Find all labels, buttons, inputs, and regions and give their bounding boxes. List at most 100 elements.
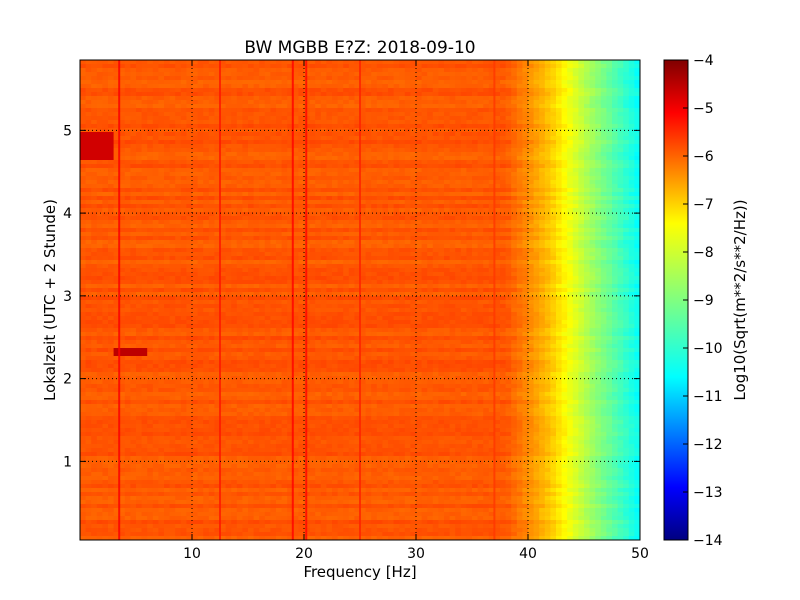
heatmap-cell bbox=[500, 108, 507, 113]
heatmap-cell bbox=[578, 116, 585, 121]
heatmap-cell bbox=[180, 192, 187, 197]
heatmap-cell bbox=[326, 200, 333, 205]
heatmap-cell bbox=[522, 148, 529, 153]
heatmap-cell bbox=[332, 68, 339, 73]
heatmap-cell bbox=[584, 244, 591, 249]
heatmap-cell bbox=[628, 136, 635, 141]
heatmap-cell bbox=[264, 160, 271, 165]
heatmap-cell bbox=[332, 124, 339, 129]
heatmap-cell bbox=[371, 60, 378, 65]
heatmap-cell bbox=[192, 72, 199, 77]
heatmap-cell bbox=[365, 120, 372, 125]
heatmap-cell bbox=[416, 144, 423, 149]
heatmap-cell bbox=[242, 176, 249, 181]
heatmap-cell bbox=[175, 196, 182, 201]
heatmap-cell bbox=[488, 132, 495, 137]
heatmap-cell bbox=[376, 212, 383, 217]
heatmap-cell bbox=[175, 184, 182, 189]
heatmap-cell bbox=[108, 88, 115, 93]
heatmap-cell bbox=[466, 196, 473, 201]
heatmap-cell bbox=[186, 196, 193, 201]
heatmap-cell bbox=[152, 100, 159, 105]
heatmap-cell bbox=[365, 132, 372, 137]
heatmap-cell bbox=[130, 232, 137, 237]
heatmap-cell bbox=[505, 160, 512, 165]
heatmap-cell bbox=[533, 164, 540, 169]
heatmap-cell bbox=[102, 132, 109, 137]
heatmap-cell bbox=[354, 76, 361, 81]
heatmap-cell bbox=[91, 180, 98, 185]
heatmap-cell bbox=[136, 196, 143, 201]
heatmap-cell bbox=[197, 120, 204, 125]
heatmap-cell bbox=[236, 244, 243, 249]
heatmap-cell bbox=[483, 144, 490, 149]
heatmap-cell bbox=[522, 204, 529, 209]
heatmap-cell bbox=[85, 124, 92, 129]
heatmap-cell bbox=[522, 212, 529, 217]
heatmap-cell bbox=[259, 156, 266, 161]
heatmap-cell bbox=[124, 136, 131, 141]
heatmap-cell bbox=[376, 240, 383, 245]
heatmap-cell bbox=[612, 220, 619, 225]
heatmap-cell bbox=[96, 92, 103, 97]
heatmap-cell bbox=[511, 252, 518, 257]
heatmap-cell bbox=[136, 240, 143, 245]
heatmap-cell bbox=[225, 76, 232, 81]
heatmap-cell bbox=[432, 176, 439, 181]
heatmap-cell bbox=[91, 124, 98, 129]
heatmap-cell bbox=[623, 204, 630, 209]
heatmap-cell bbox=[606, 84, 613, 89]
heatmap-cell bbox=[516, 196, 523, 201]
heatmap-cell bbox=[197, 204, 204, 209]
heatmap-cell bbox=[287, 248, 294, 253]
heatmap-cell bbox=[455, 68, 462, 73]
heatmap-cell bbox=[175, 128, 182, 133]
heatmap-cell bbox=[556, 156, 563, 161]
heatmap-cell bbox=[124, 100, 131, 105]
heatmap-cell bbox=[141, 60, 148, 65]
heatmap-cell bbox=[220, 200, 227, 205]
heatmap-cell bbox=[606, 144, 613, 149]
heatmap-cell bbox=[421, 72, 428, 77]
heatmap-cell bbox=[432, 104, 439, 109]
heatmap-cell bbox=[287, 88, 294, 93]
heatmap-cell bbox=[141, 232, 148, 237]
heatmap-cell bbox=[348, 68, 355, 73]
heatmap-cell bbox=[180, 156, 187, 161]
heatmap-cell bbox=[516, 136, 523, 141]
heatmap-cell bbox=[270, 212, 277, 217]
heatmap-cell bbox=[164, 248, 171, 253]
heatmap-cell bbox=[136, 236, 143, 241]
heatmap-cell bbox=[460, 244, 467, 249]
heatmap-cell bbox=[85, 88, 92, 93]
heatmap-cell bbox=[192, 120, 199, 125]
heatmap-cell bbox=[404, 64, 411, 69]
heatmap-cell bbox=[108, 64, 115, 69]
heatmap-cell bbox=[141, 204, 148, 209]
heatmap-cell bbox=[634, 208, 640, 213]
heatmap-cell bbox=[276, 120, 283, 125]
heatmap-cell bbox=[382, 184, 389, 189]
heatmap-cell bbox=[147, 220, 154, 225]
heatmap-cell bbox=[270, 88, 277, 93]
heatmap-cell bbox=[287, 80, 294, 85]
heatmap-cell bbox=[371, 168, 378, 173]
heatmap-cell bbox=[259, 100, 266, 105]
heatmap-cell bbox=[528, 176, 535, 181]
heatmap-cell bbox=[539, 92, 546, 97]
heatmap-cell bbox=[432, 228, 439, 233]
heatmap-cell bbox=[477, 84, 484, 89]
heatmap-cell bbox=[119, 212, 126, 217]
heatmap-cell bbox=[309, 192, 316, 197]
heatmap-cell bbox=[556, 96, 563, 101]
heatmap-cell bbox=[220, 136, 227, 141]
heatmap-cell bbox=[180, 168, 187, 173]
heatmap-cell bbox=[533, 156, 540, 161]
heatmap-cell bbox=[253, 64, 260, 69]
heatmap-cell bbox=[102, 208, 109, 213]
heatmap-cell bbox=[141, 108, 148, 113]
heatmap-cell bbox=[584, 112, 591, 117]
heatmap-cell bbox=[287, 152, 294, 157]
heatmap-cell bbox=[208, 92, 215, 97]
heatmap-cell bbox=[438, 100, 445, 105]
